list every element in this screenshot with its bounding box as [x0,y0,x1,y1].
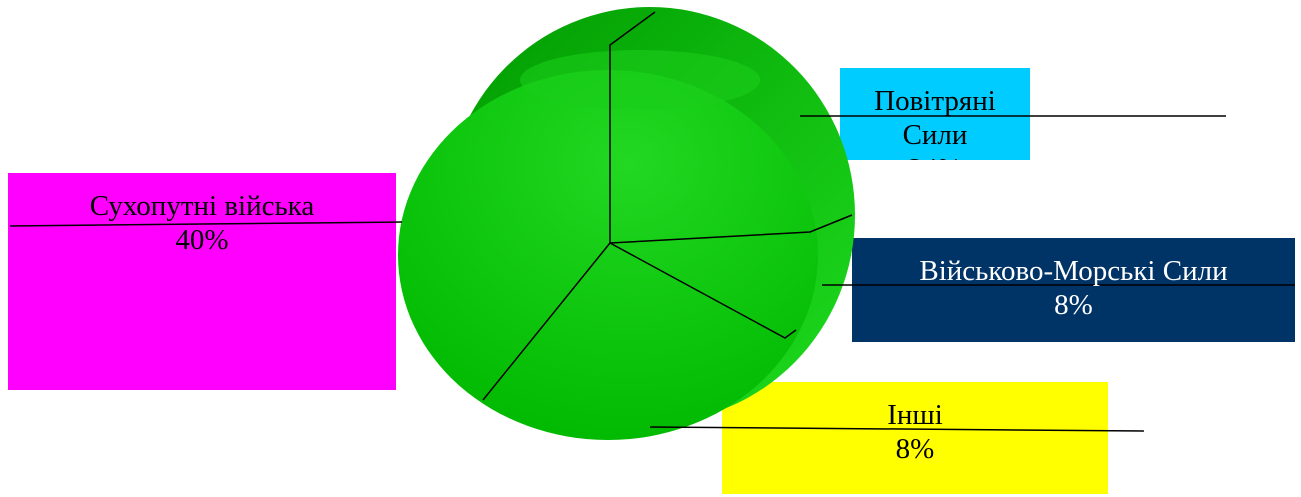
slice-label-ground-forces: Сухопутні війська 40% [8,173,396,390]
slice-name: Військово-Морські Сили [919,255,1228,287]
label-box-navy [852,238,1295,342]
leader-lines [9,115,1295,432]
slice-value: 40% [175,224,229,256]
slice-value: 8% [1054,289,1093,321]
slice-label-air-force: Повітряні Сили 24% [840,68,1030,160]
label-box-ground-forces [8,173,396,390]
separator-top [609,11,656,243]
slice-label-navy: Військово-Морські Сили 8% [852,238,1295,342]
slice-name: Інші [887,399,943,431]
separator-right-lower [609,242,797,339]
slice-value: 8% [895,433,935,465]
slice-label-other: Інші 8% [722,382,1108,494]
leader-other [649,426,1145,432]
pie-top [398,70,818,440]
slice-separators [482,11,853,401]
separator-lower-left [482,242,611,401]
label-box-other [722,382,1108,494]
leader-ground-forces [9,221,403,227]
pie-body [398,7,855,440]
label-box-air-force [840,68,1030,160]
slice-value: 24% [840,152,1030,160]
pie-highlight [520,50,760,110]
separator-right-upper [609,214,853,244]
slice-name: Повітряні Сили [874,85,996,151]
slice-name: Сухопутні війська [89,190,315,222]
